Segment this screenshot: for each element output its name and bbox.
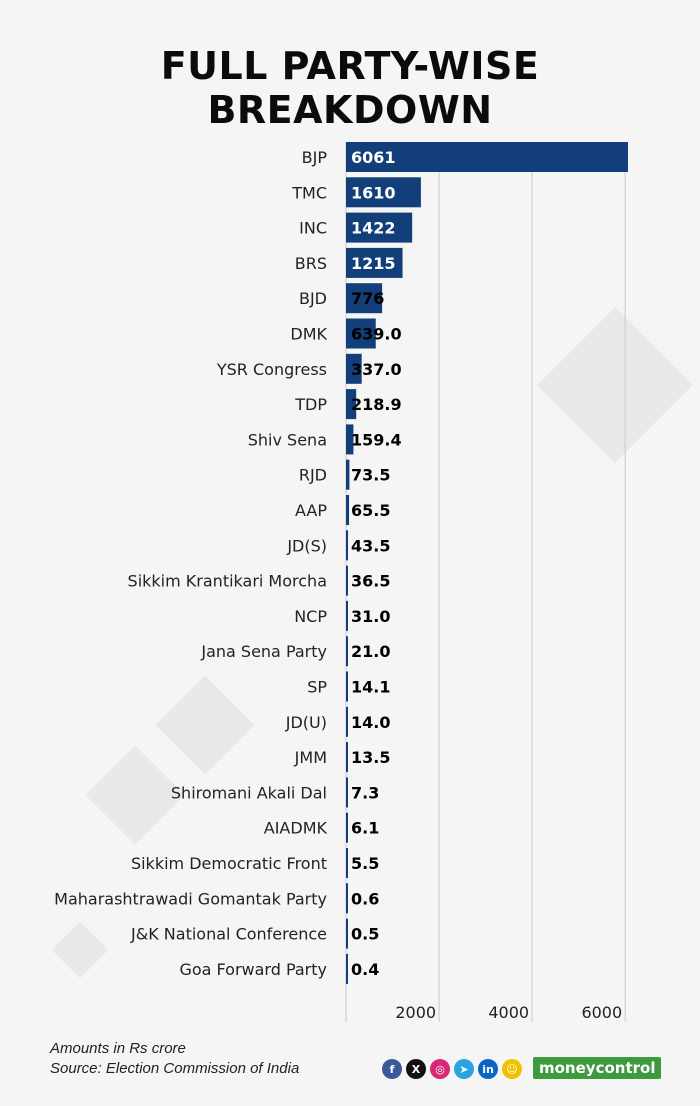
category-label: Jana Sena Party — [200, 642, 327, 661]
value-label: 776 — [351, 289, 384, 308]
value-label: 0.4 — [351, 960, 379, 979]
category-label: INC — [299, 219, 327, 238]
instagram-icon[interactable]: ◎ — [430, 1059, 450, 1079]
bar — [346, 636, 348, 667]
bar — [346, 247, 403, 278]
category-label: Maharashtrawadi Gomantak Party — [54, 889, 327, 908]
bar — [346, 142, 628, 172]
category-label: Goa Forward Party — [179, 960, 327, 979]
bar — [346, 495, 350, 525]
bar — [346, 706, 348, 737]
bar — [346, 565, 348, 596]
snapchat-icon[interactable]: ☺ — [502, 1059, 522, 1079]
value-label: 0.6 — [351, 889, 379, 908]
category-label: TDP — [294, 395, 327, 414]
bar — [346, 353, 362, 384]
linkedin-icon[interactable]: in — [478, 1059, 498, 1079]
bar — [346, 953, 348, 984]
bar — [346, 883, 348, 914]
bar — [346, 742, 348, 773]
value-label: 14.0 — [351, 713, 390, 732]
value-label: 5.5 — [351, 854, 379, 873]
units-note: Amounts in Rs crore — [50, 1040, 186, 1057]
value-label: 21.0 — [351, 642, 390, 661]
facebook-icon[interactable]: f — [382, 1059, 402, 1079]
value-label: 31.0 — [351, 607, 390, 626]
category-label: BJD — [299, 289, 327, 308]
source-note: Source: Election Commission of India — [50, 1060, 300, 1077]
category-label: BRS — [295, 254, 327, 273]
category-label: TMC — [291, 183, 327, 202]
bar — [346, 812, 348, 843]
bar — [346, 212, 413, 243]
bar — [346, 671, 348, 702]
x-tick-label: 2000 — [395, 1003, 436, 1022]
social-links: f X ◎ ➤ in ☺ — [382, 1059, 522, 1079]
category-label: J&K National Conference — [130, 925, 327, 944]
category-label: NCP — [294, 607, 327, 626]
value-label: 6061 — [351, 148, 396, 167]
value-label: 7.3 — [351, 783, 379, 802]
category-label: JMM — [294, 748, 327, 767]
category-label: BJP — [302, 148, 328, 167]
category-label: SP — [307, 678, 327, 697]
value-label: 14.1 — [351, 678, 390, 697]
bar — [346, 600, 348, 631]
bar — [346, 918, 348, 949]
x-tick-label: 6000 — [581, 1003, 622, 1022]
bar — [346, 848, 348, 878]
value-label: 73.5 — [351, 466, 390, 485]
value-label: 36.5 — [351, 572, 390, 591]
bar-chart: BJP 6061 TMC 1610 INC 1422 BRS 1215 BJD 776 DMK 639… — [54, 142, 628, 1022]
value-label: 1610 — [351, 183, 396, 202]
bar — [346, 459, 350, 490]
bar — [346, 530, 349, 561]
value-label: 639.0 — [351, 325, 402, 344]
category-label: RJD — [299, 466, 327, 485]
value-label: 159.4 — [351, 430, 402, 449]
category-label: Sikkim Democratic Front — [131, 854, 327, 873]
value-label: 43.5 — [351, 536, 390, 555]
category-label: Shiromani Akali Dal — [171, 783, 327, 802]
value-label: 1422 — [351, 219, 396, 238]
bar — [346, 283, 383, 314]
bar — [346, 177, 421, 208]
bar — [346, 318, 376, 349]
category-label: DMK — [290, 325, 327, 344]
category-label: Shiv Sena — [248, 430, 327, 449]
category-label: JD(S) — [286, 536, 327, 555]
x-tick-label: 4000 — [488, 1003, 529, 1022]
chart-title: FULL PARTY-WISE BREAKDOWN — [160, 44, 540, 132]
value-label: 6.1 — [351, 819, 379, 838]
category-label: AAP — [295, 501, 327, 520]
value-label: 0.5 — [351, 925, 379, 944]
bar — [346, 777, 348, 808]
value-label: 337.0 — [351, 360, 402, 379]
category-label: YSR Congress — [216, 360, 327, 379]
telegram-icon[interactable]: ➤ — [454, 1059, 474, 1079]
value-label: 1215 — [351, 254, 396, 273]
value-label: 13.5 — [351, 748, 390, 767]
category-label: Sikkim Krantikari Morcha — [128, 572, 327, 591]
category-label: JD(U) — [285, 713, 327, 732]
bar — [346, 389, 357, 420]
value-label: 65.5 — [351, 501, 390, 520]
value-label: 218.9 — [351, 395, 402, 414]
bar — [346, 424, 354, 455]
x-icon[interactable]: X — [406, 1059, 426, 1079]
category-label: AIADMK — [264, 819, 328, 838]
brand-logo: moneycontrol — [533, 1057, 662, 1079]
